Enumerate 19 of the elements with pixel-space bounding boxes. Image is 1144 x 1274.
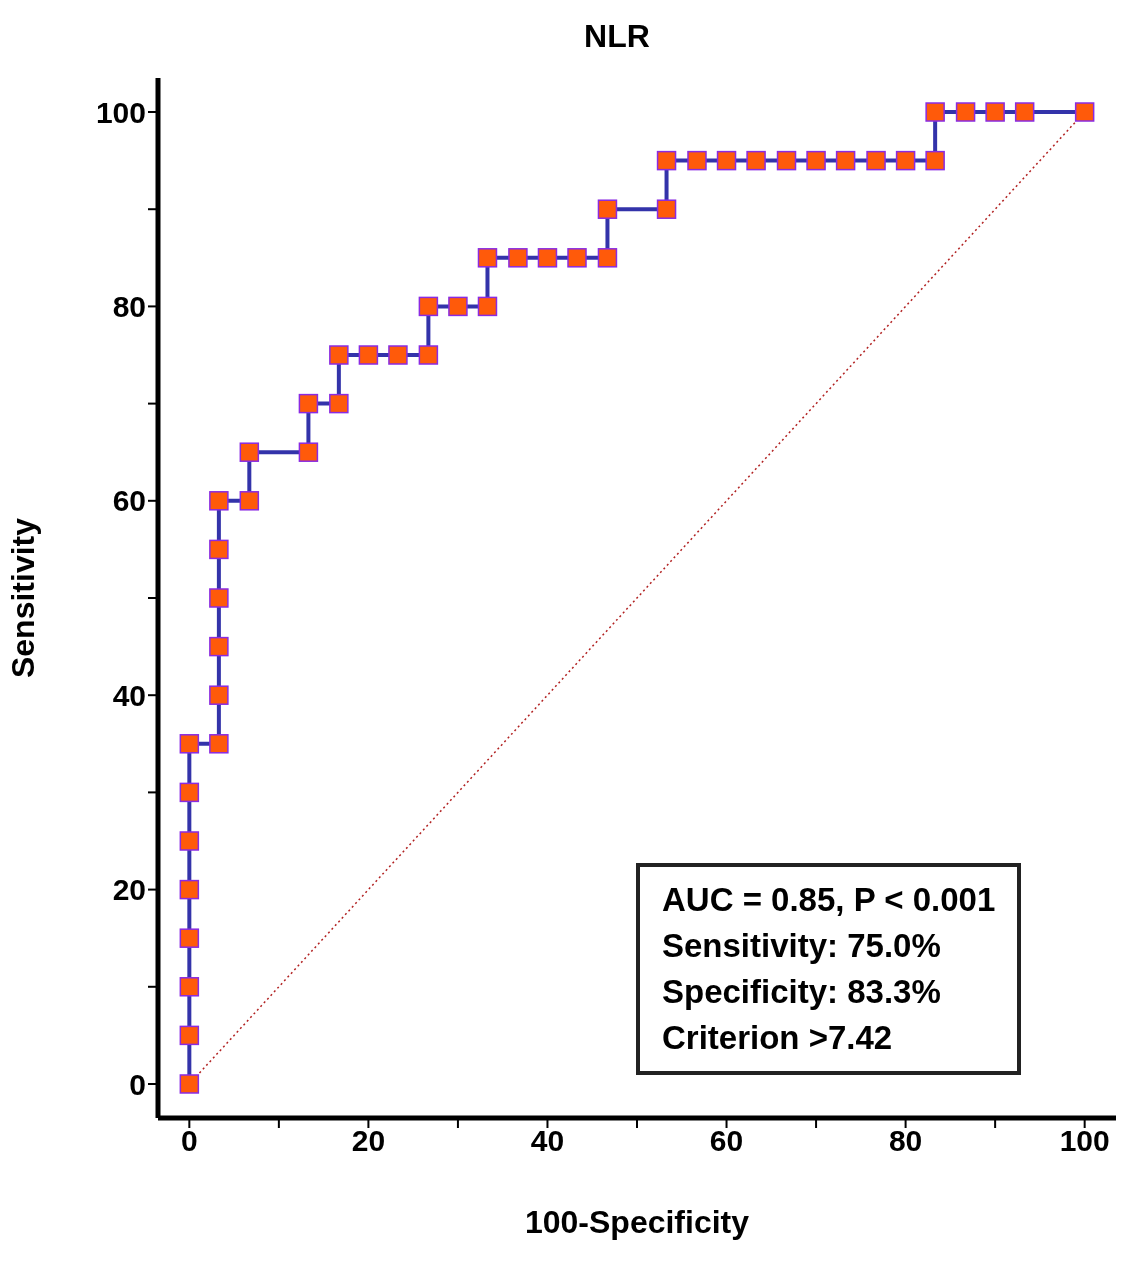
- annotation: Criterion >7.42: [662, 1018, 894, 1058]
- chart-title: NLR: [583, 17, 651, 56]
- annotation: Sensitivity: 75.0%: [662, 926, 942, 966]
- x-tick-label: 40: [530, 1124, 565, 1158]
- x-tick-label: 100: [1059, 1124, 1110, 1158]
- y-tick-label: 80: [112, 290, 146, 324]
- y-axis-title: Sensitivity: [5, 517, 42, 679]
- x-tick-label: 0: [180, 1124, 198, 1158]
- annotation: AUC = 0.85, P < 0.001: [662, 880, 996, 920]
- y-tick-label: 0: [129, 1067, 146, 1101]
- x-tick-label: 60: [709, 1124, 744, 1158]
- x-tick-label: 80: [888, 1124, 923, 1158]
- x-axis-title: 100-Specificity: [524, 1204, 750, 1240]
- annotation: Specificity: 83.3%: [662, 972, 942, 1012]
- y-tick-label: 20: [112, 873, 146, 907]
- x-tick-label: 20: [351, 1124, 386, 1158]
- y-tick-label: 100: [95, 95, 146, 129]
- y-tick-label: 60: [112, 484, 146, 518]
- y-tick-label: 40: [112, 678, 146, 712]
